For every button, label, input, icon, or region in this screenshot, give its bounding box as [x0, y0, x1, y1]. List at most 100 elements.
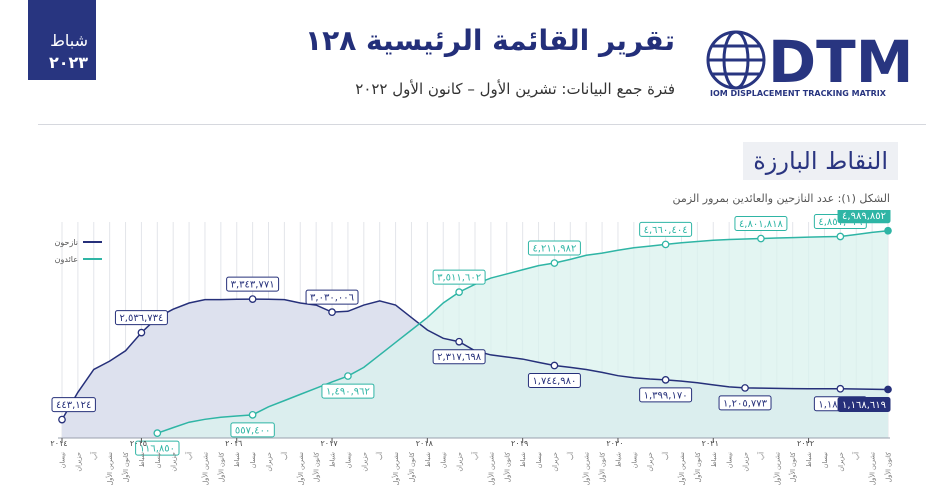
line — [157, 229, 889, 434]
value-label: ١,٣٩٩,١٧٠ — [639, 387, 693, 403]
value-label: ٤٤٣,١٢٤ — [51, 397, 96, 413]
value-label-box — [639, 221, 693, 237]
x-tick-label: نيسان — [440, 452, 448, 469]
value-label-text: ٣,٠٣٠,٠٠٦ — [310, 293, 354, 304]
value-label-text: ٣,٥١١,٦٠٢ — [437, 273, 481, 284]
year-label: ٢٠١٧ — [320, 439, 338, 448]
year-label: ٢٠١٥ — [130, 439, 147, 448]
value-label-text: ١,١٦٨,٦١٩ — [842, 400, 886, 411]
x-tick-label: نيسان — [630, 452, 638, 469]
value-label-text: ٢,٣١٧,٦٩٨ — [437, 352, 482, 363]
x-tick-label: آب — [375, 451, 384, 460]
x-tick-label: نيسان — [535, 452, 543, 469]
value-label-box — [305, 289, 359, 305]
year-label: ٢٠٢٢ — [797, 439, 814, 448]
value-label: ٤,٢١١,٩٨٢ — [527, 240, 581, 256]
report-subtitle: فترة جمع البيانات: تشرين الأول – كانون ا… — [355, 80, 675, 98]
data-point — [58, 415, 66, 424]
legend-label: نازحون — [55, 238, 78, 247]
x-tick-label: كانون الأول — [598, 451, 607, 482]
value-label: ١,٧٤٤,٩٨٠ — [527, 373, 581, 389]
value-label-box — [114, 310, 168, 326]
date-year: ٢٠٢٣ — [48, 53, 88, 72]
value-label-box — [837, 396, 891, 412]
x-tick-label: كانون الأول — [312, 451, 321, 482]
x-tick-label: آب — [566, 451, 575, 460]
data-point — [550, 361, 559, 370]
value-label: ٥٥٧,٤٠٠ — [230, 422, 275, 438]
x-tick-label: حزيران — [74, 452, 82, 472]
chart-title: الشكل (١): عدد النازحين والعائدين بمرور … — [672, 192, 890, 205]
value-label-box — [432, 269, 486, 285]
x-tick-label: تشرين الأول — [296, 452, 305, 486]
value-label-text: ١١٦,٨٥٠ — [140, 444, 175, 455]
year-label: ٢٠١٤ — [50, 439, 67, 448]
year-label: ٢٠١٦ — [225, 439, 242, 448]
value-label-text: ٤,٢١١,٩٨٢ — [532, 244, 576, 255]
value-label: ١,٢٠٥,٧٧٣ — [718, 395, 772, 411]
x-tick-label: حزيران — [360, 452, 368, 472]
value-label: ٣,٠٣٠,٠٠٦ — [305, 289, 359, 305]
data-point — [455, 337, 463, 346]
x-tick-label: تشرين الأول — [772, 452, 781, 486]
x-tick-label: آب — [185, 451, 194, 460]
x-tick-label: كانون الأول — [502, 451, 511, 482]
chart: ٤٤٣,١٢٤ ٢,٥٣٦,٧٣٤ ٣,٣٤٣,٧٧١ ٣,٠٣٠,٠٠٦ ٢,٣١٧,… — [50, 210, 893, 486]
value-label-box — [135, 440, 180, 456]
value-label-box — [51, 397, 96, 413]
x-tick-label: كانون الأول — [884, 451, 893, 482]
data-point — [661, 376, 670, 384]
data-point — [550, 259, 559, 267]
value-label: ٤,٩٨٩,٨٥٢ — [837, 210, 891, 224]
value-label-box — [321, 383, 375, 399]
x-tick-label: تشرين الأول — [486, 452, 495, 486]
value-label-text: ٤٤٣,١٢٤ — [56, 400, 91, 411]
data-point — [248, 295, 257, 303]
value-label-text: ٢,٥٣٦,٧٣٤ — [119, 313, 163, 324]
x-tick-label: حزيران — [170, 452, 178, 472]
divider — [38, 124, 926, 125]
x-tick-label: حزيران — [837, 452, 845, 472]
section-title: النقاط البارزة — [743, 142, 898, 180]
x-tick-label: شباط — [233, 452, 241, 467]
x-tick-label: كانون الأول — [693, 451, 702, 482]
value-label: ٣,٥١١,٦٠٢ — [432, 269, 486, 285]
value-label-text: ٥٥٧,٤٠٠ — [235, 425, 270, 436]
value-label-box — [432, 349, 486, 365]
x-tick-label: تشرين الأول — [582, 452, 591, 486]
value-label-text: ١,٧٤٤,٩٨٠ — [532, 376, 576, 387]
data-point — [344, 372, 352, 380]
legend-label: عائدون — [55, 255, 78, 264]
year-label: ٢٠٢١ — [702, 439, 719, 448]
x-tick-label: شباط — [710, 452, 718, 467]
x-tick-label: نيسان — [344, 452, 352, 469]
value-label-box — [226, 276, 280, 292]
logo-subtitle: IOM DISPLACEMENT TRACKING MATRIX — [710, 89, 887, 98]
value-label: ٣,٣٤٣,٧٧١ — [226, 276, 280, 292]
data-point — [455, 288, 463, 296]
data-point — [741, 384, 749, 392]
x-tick-label: آب — [756, 451, 765, 460]
x-tick-label: نيسان — [726, 452, 734, 469]
x-tick-label: شباط — [138, 452, 146, 467]
x-tick-label: حزيران — [742, 452, 750, 472]
x-tick-label: تشرين الأول — [868, 452, 877, 486]
x-tick-label: نيسان — [249, 452, 257, 469]
data-point — [661, 240, 670, 249]
x-tick-label: حزيران — [456, 452, 464, 472]
x-tick-label: تشرين الأول — [105, 452, 114, 486]
value-label-box — [639, 387, 693, 403]
x-tick-label: نيسان — [154, 452, 162, 469]
value-label: ١١٦,٨٥٠ — [135, 440, 180, 456]
value-label: ٤,٦٦٠,٤٠٤ — [639, 221, 693, 237]
x-tick-label: حزيران — [265, 452, 273, 472]
x-tick-label: نيسان — [59, 452, 67, 469]
x-tick-label: كانون الأول — [121, 451, 130, 482]
data-point — [137, 328, 146, 337]
date-box: شباط ٢٠٢٣ — [28, 0, 96, 80]
value-label-text: ٤,٩٨٩,٨٥٢ — [842, 211, 886, 222]
x-tick-label: تشرين الأول — [391, 452, 400, 486]
x-tick-label: كانون الأول — [216, 451, 225, 482]
x-tick-label: شباط — [424, 452, 432, 467]
